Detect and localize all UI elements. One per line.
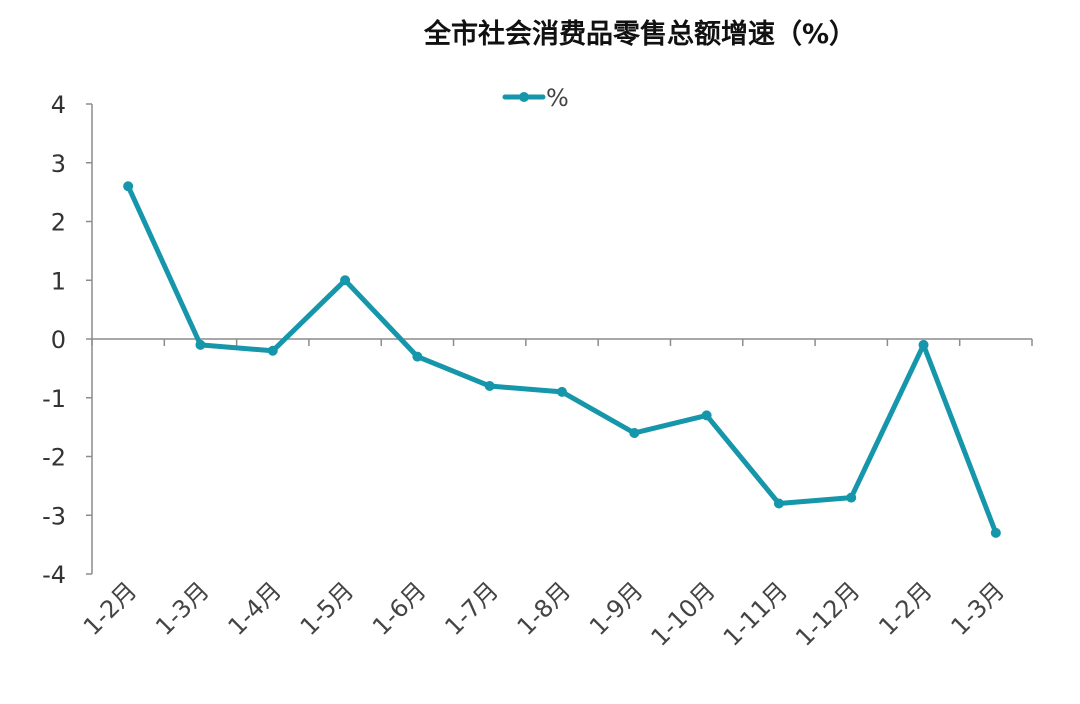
data-point [773, 498, 784, 509]
x-tick-label: 1-4月 [223, 576, 287, 640]
data-point [846, 492, 857, 503]
x-tick-label: 1-8月 [512, 576, 576, 640]
chart-title: 全市社会消费品零售总额增速（%） [423, 18, 856, 50]
data-point [412, 351, 423, 362]
data-point [557, 386, 567, 397]
y-axis: 4 3 2 1 0 -1 -2 -3 -4 [42, 91, 93, 589]
legend: % [502, 84, 569, 112]
x-tick-label: 1-5月 [295, 576, 359, 640]
x-axis: 1-2月 1-3月 1-4月 1-5月 1-6月 1-7月 1-8月 1-9月1-10月1-1… [78, 338, 1033, 652]
y-tick-label: -3 [42, 502, 66, 530]
legend-label: % [546, 84, 569, 112]
x-tick-label: 1-11月 [718, 576, 793, 651]
data-point [701, 410, 712, 421]
x-tick-label: 1-2月 [873, 576, 937, 640]
y-tick-label: -2 [42, 444, 66, 472]
x-tick-label: 1-3月 [150, 576, 214, 640]
y-tick-label: 2 [51, 209, 66, 237]
y-tick-label: -4 [42, 561, 66, 589]
data-point [990, 527, 1001, 538]
x-tick-label: 1-6月 [367, 576, 431, 640]
y-tick-label: 1 [51, 267, 66, 295]
x-tick-label: 1-3月 [946, 576, 1010, 640]
data-point [123, 181, 134, 192]
y-tick-label: 4 [51, 91, 66, 119]
data-point [340, 275, 351, 286]
x-tick-label: 1-2月 [78, 576, 142, 640]
x-tick-label: 1-7月 [439, 576, 503, 640]
y-tick-label: 3 [51, 150, 66, 178]
x-tick-label: 1-10月 [646, 576, 721, 651]
data-point [918, 339, 929, 350]
data-point [267, 345, 278, 356]
series-group [123, 181, 1001, 538]
x-tick-label: 1-12月 [790, 576, 865, 651]
data-point [484, 381, 495, 391]
data-point [629, 428, 640, 438]
x-tick-label: 1-9月 [584, 576, 648, 640]
data-point [195, 339, 206, 350]
y-tick-label: 0 [51, 326, 66, 354]
series-line [125, 183, 999, 536]
y-tick-label: -1 [42, 385, 66, 413]
legend-marker [519, 92, 529, 102]
